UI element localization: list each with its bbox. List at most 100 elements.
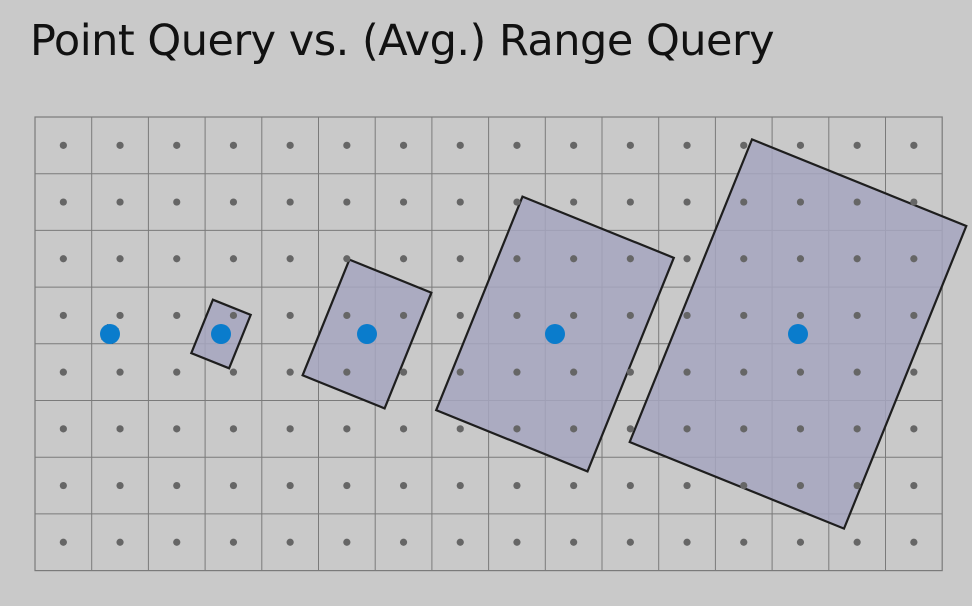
sample-point: [740, 539, 747, 546]
sample-point: [854, 369, 861, 376]
sample-point: [797, 198, 804, 205]
sample-point: [400, 425, 407, 432]
range-query-medium-center: [357, 324, 377, 344]
sample-point: [683, 482, 690, 489]
sample-point: [683, 255, 690, 262]
sample-point: [230, 482, 237, 489]
sample-point: [570, 312, 577, 319]
point-query-center: [100, 324, 120, 344]
sample-point: [797, 539, 804, 546]
sample-point: [797, 482, 804, 489]
sample-point: [797, 255, 804, 262]
sample-point: [173, 198, 180, 205]
sample-point: [60, 539, 67, 546]
sample-point: [287, 425, 294, 432]
sample-point: [287, 369, 294, 376]
sample-point: [683, 425, 690, 432]
sample-point: [60, 255, 67, 262]
sample-point: [513, 539, 520, 546]
sample-point: [116, 198, 123, 205]
sample-point: [513, 142, 520, 149]
sample-point: [513, 425, 520, 432]
sample-point: [740, 482, 747, 489]
sample-point: [400, 482, 407, 489]
sample-point: [343, 539, 350, 546]
sample-point: [60, 142, 67, 149]
sample-point: [173, 255, 180, 262]
sample-point: [400, 198, 407, 205]
sample-point: [683, 312, 690, 319]
sample-point: [570, 255, 577, 262]
sample-point: [343, 425, 350, 432]
sample-point: [740, 425, 747, 432]
sample-point: [910, 142, 917, 149]
sample-point: [627, 482, 634, 489]
sample-point: [400, 312, 407, 319]
sample-point: [173, 425, 180, 432]
sample-point: [627, 142, 634, 149]
sample-point: [116, 255, 123, 262]
sample-point: [910, 255, 917, 262]
sample-point: [230, 539, 237, 546]
sample-point: [400, 369, 407, 376]
sample-point: [513, 255, 520, 262]
sample-point: [230, 425, 237, 432]
sample-point: [343, 142, 350, 149]
sample-point: [457, 539, 464, 546]
sample-point: [854, 482, 861, 489]
sample-point: [116, 425, 123, 432]
sample-point: [173, 142, 180, 149]
sample-point: [513, 198, 520, 205]
sample-point: [910, 369, 917, 376]
sample-point: [797, 425, 804, 432]
sample-point: [570, 369, 577, 376]
sample-point: [910, 482, 917, 489]
sample-point: [230, 369, 237, 376]
sample-point: [457, 425, 464, 432]
sample-point: [173, 539, 180, 546]
sample-point: [854, 142, 861, 149]
sample-point: [230, 142, 237, 149]
sample-point: [797, 312, 804, 319]
sample-point: [457, 482, 464, 489]
sample-point: [116, 539, 123, 546]
sample-point: [457, 255, 464, 262]
sample-point: [287, 312, 294, 319]
sample-point: [910, 312, 917, 319]
sample-point: [683, 142, 690, 149]
sample-point: [854, 198, 861, 205]
sample-point: [230, 312, 237, 319]
sample-point: [627, 425, 634, 432]
sample-point: [740, 198, 747, 205]
sample-point: [513, 482, 520, 489]
sample-point: [910, 425, 917, 432]
sample-point: [457, 312, 464, 319]
sample-point: [400, 539, 407, 546]
sample-point: [60, 312, 67, 319]
sample-point: [627, 198, 634, 205]
sample-point: [60, 198, 67, 205]
range-query-large-center: [545, 324, 565, 344]
sample-point: [457, 369, 464, 376]
sample-point: [683, 369, 690, 376]
sample-point: [910, 539, 917, 546]
sample-point: [60, 425, 67, 432]
sample-point: [570, 539, 577, 546]
sample-point: [627, 255, 634, 262]
sample-point: [287, 255, 294, 262]
sample-point: [343, 312, 350, 319]
sample-point: [854, 255, 861, 262]
sample-point: [116, 142, 123, 149]
sample-point: [683, 539, 690, 546]
sample-point: [513, 312, 520, 319]
sample-point: [627, 312, 634, 319]
sample-point: [287, 142, 294, 149]
sample-point: [60, 369, 67, 376]
sample-point: [60, 482, 67, 489]
range-query-xlarge-center: [788, 324, 808, 344]
sample-point: [457, 198, 464, 205]
sample-point: [343, 369, 350, 376]
sample-point: [343, 482, 350, 489]
sample-point: [343, 198, 350, 205]
sample-point: [173, 482, 180, 489]
